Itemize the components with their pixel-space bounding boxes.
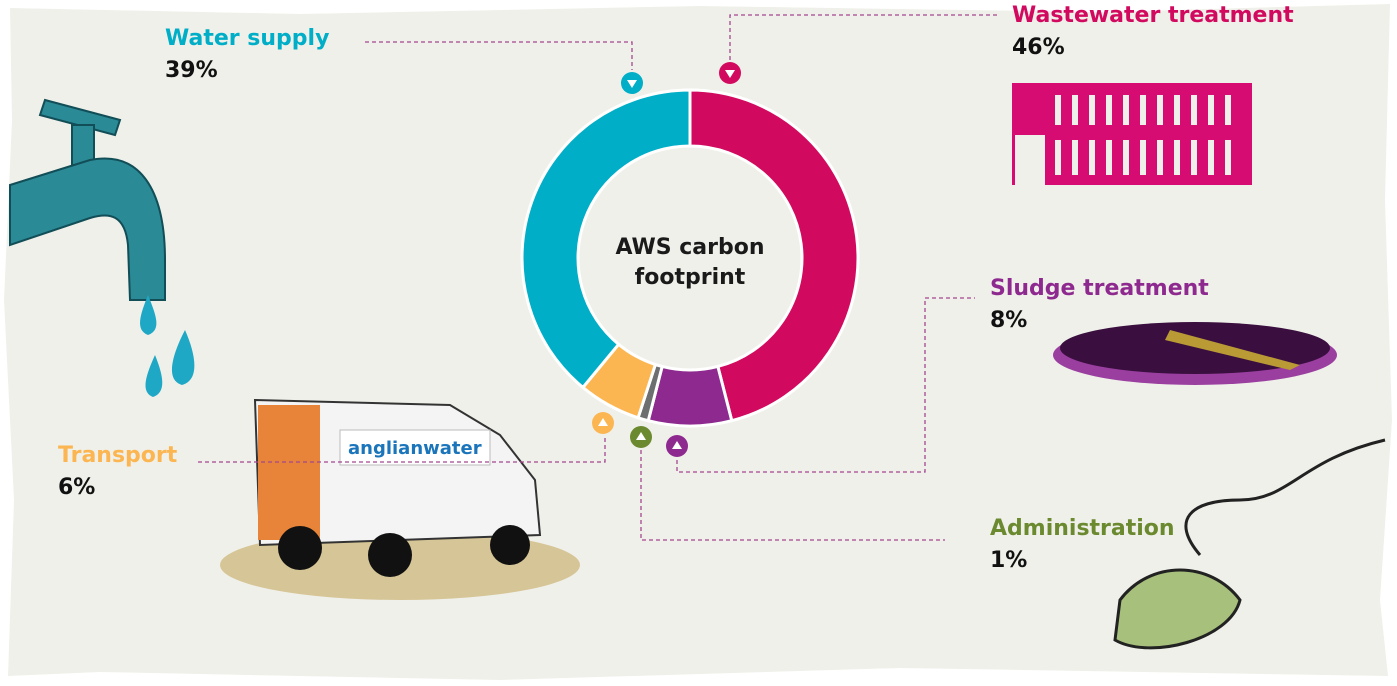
van-logo: anglianwater: [348, 438, 482, 459]
infographic: anglianwater AWS carbonfootprint Wastewa…: [0, 0, 1397, 686]
value-label: 1%: [990, 548, 1027, 573]
category-label: Transport: [58, 443, 178, 468]
category-label: Administration: [990, 516, 1175, 541]
value-label: 8%: [990, 308, 1027, 333]
sludge-dish-illustration: [1053, 322, 1337, 385]
category-label: Water supply: [165, 26, 329, 51]
category-label: Wastewater treatment: [1012, 3, 1294, 28]
building-illustration: [1012, 83, 1252, 185]
value-label: 46%: [1012, 35, 1065, 60]
value-label: 39%: [165, 58, 218, 83]
value-label: 6%: [58, 475, 95, 500]
category-label: Sludge treatment: [990, 276, 1209, 301]
